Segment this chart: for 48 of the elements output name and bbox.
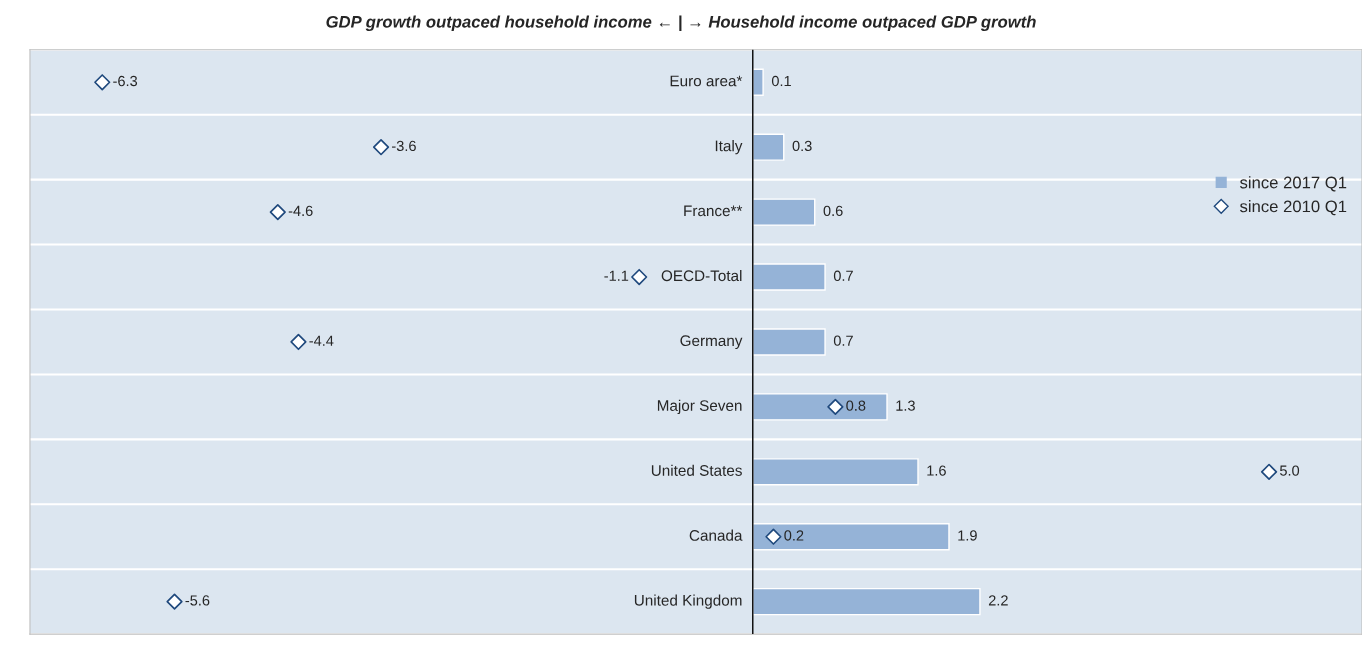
data-label: 1.3	[896, 400, 915, 411]
point	[166, 593, 183, 610]
point	[94, 74, 111, 91]
legend-label: since 2010 Q1	[1239, 200, 1347, 216]
point	[1260, 463, 1278, 480]
y-tick-label: Euro area*	[670, 75, 743, 87]
point	[372, 139, 390, 156]
data-label: 1.6	[927, 465, 946, 476]
bar	[752, 393, 888, 421]
data-label: 2.2	[988, 595, 1008, 606]
y-tick-label: Canada	[689, 529, 743, 541]
data-label: -6.3	[113, 75, 138, 87]
data-label: -4.4	[309, 335, 334, 346]
bar	[752, 68, 764, 96]
data-label: 0.1	[771, 75, 791, 87]
point	[269, 203, 286, 221]
bar	[752, 328, 826, 356]
data-label: -1.1	[604, 270, 629, 281]
y-tick-label: United States	[651, 464, 742, 476]
data-label: -4.6	[288, 205, 313, 217]
point	[765, 528, 782, 545]
bar	[752, 523, 950, 551]
data-label: -3.6	[392, 140, 416, 152]
bar	[752, 587, 981, 616]
y-tick-label: United Kingdom	[634, 594, 742, 609]
bar	[752, 198, 816, 226]
data-label: 0.2	[784, 530, 804, 541]
point	[827, 398, 844, 416]
point	[631, 268, 648, 286]
data-label: 0.3	[792, 140, 812, 152]
data-label: -5.6	[185, 595, 210, 606]
bar	[752, 263, 826, 291]
y-tick-label: France**	[684, 205, 743, 217]
data-label: 1.9	[958, 530, 977, 541]
bar	[752, 133, 785, 161]
y-tick-label: Germany	[680, 335, 743, 350]
data-label: 5.0	[1279, 465, 1300, 476]
y-tick-label: Major Seven	[657, 399, 742, 415]
y-tick-label: Italy	[715, 140, 743, 155]
point	[290, 333, 307, 351]
data-label: 0.7	[833, 270, 853, 281]
data-label: 0.6	[823, 205, 843, 217]
chart-title: GDP growth outpaced household income ← | → Household income outpaced GDP growth	[326, 15, 1036, 32]
data-label: 0.7	[833, 335, 853, 346]
legend-label: since 2017 Q1	[1239, 176, 1347, 192]
data-label: 0.8	[846, 400, 866, 411]
y-tick-label: OECD-Total	[661, 269, 742, 282]
bar	[752, 458, 919, 486]
